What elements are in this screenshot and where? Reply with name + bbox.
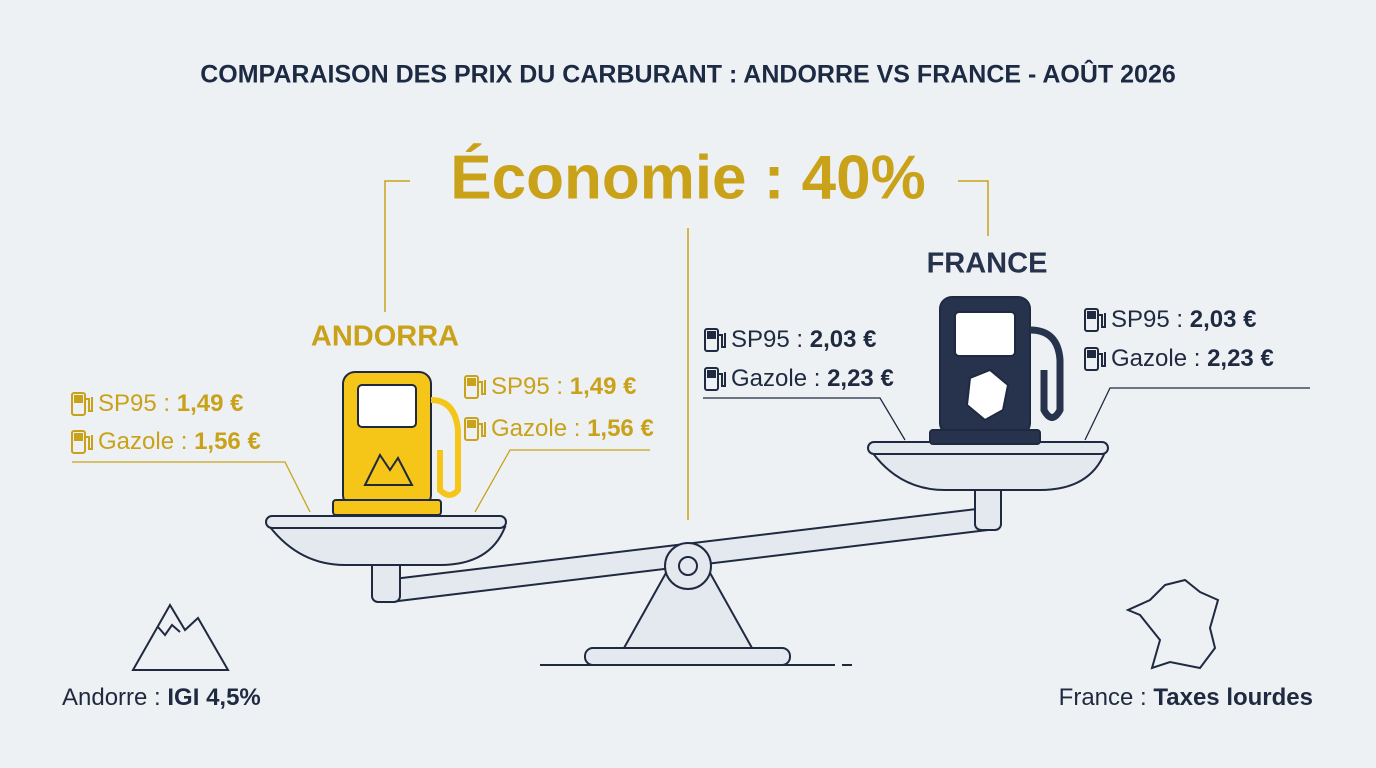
france-pump (929, 296, 1064, 445)
price-line: Gazole : 1,56 € (98, 428, 261, 455)
fuel-icon (1084, 308, 1106, 332)
icon-body (464, 375, 479, 399)
icon-hose (1098, 313, 1106, 328)
footer-value: IGI 4,5% (167, 684, 260, 711)
icon-body (71, 430, 86, 454)
icon-hose (478, 422, 486, 437)
footer-label: Andorre : (62, 684, 161, 711)
fuel-name: SP95 : (98, 390, 170, 417)
icon-screen (74, 433, 83, 441)
footer-value: Taxes lourdes (1153, 684, 1313, 711)
icon-hose (1098, 352, 1106, 367)
icon-hose (478, 380, 486, 395)
fuel-price: 1,56 € (587, 415, 654, 442)
fuel-icon (464, 375, 486, 399)
price-line: SP95 : 2,03 € (731, 326, 876, 353)
icon-screen (1087, 311, 1096, 319)
price-line: SP95 : 1,49 € (98, 390, 243, 417)
fuel-price: 1,49 € (570, 373, 637, 400)
fuel-icon (71, 392, 93, 416)
france-icon (1125, 578, 1220, 670)
icon-body (1084, 347, 1099, 371)
icon-body (1084, 308, 1099, 332)
footer-andorra: Andorre : IGI 4,5% (62, 684, 261, 711)
icon-body (71, 392, 86, 416)
icon-hose (85, 435, 93, 450)
fuel-price: 2,23 € (827, 365, 894, 392)
icon-body (704, 367, 719, 391)
mountain-icon (131, 603, 230, 671)
footer-label: France : (1059, 684, 1147, 711)
icon-screen (707, 331, 716, 339)
fuel-name: SP95 : (491, 373, 563, 400)
title: COMPARAISON DES PRIX DU CARBURANT : ANDO… (200, 59, 1176, 89)
icon-screen (467, 378, 476, 386)
fuel-icon (704, 328, 726, 352)
fuel-price: 1,56 € (194, 428, 261, 455)
icon-screen (1087, 350, 1096, 358)
footer-france: France : Taxes lourdes (1059, 684, 1313, 711)
price-line: SP95 : 2,03 € (1111, 306, 1256, 333)
fuel-icon (464, 417, 486, 441)
icon-screen (467, 420, 476, 428)
fuel-icon (71, 430, 93, 454)
icon-hose (85, 397, 93, 412)
fuel-icon (1084, 347, 1106, 371)
leaders (72, 387, 1310, 513)
fuel-name: Gazole : (98, 428, 187, 455)
fuel-icon (704, 367, 726, 391)
price-line: Gazole : 1,56 € (491, 415, 654, 442)
fuel-price: 2,23 € (1207, 345, 1274, 372)
fuel-name: SP95 : (731, 326, 803, 353)
headline: Économie : 40% (450, 143, 925, 212)
fuel-name: SP95 : (1111, 306, 1183, 333)
fuel-price: 1,49 € (177, 390, 244, 417)
andorra-label: ANDORRA (311, 321, 459, 353)
fuel-price: 2,03 € (810, 326, 877, 353)
icon-hose (718, 372, 726, 387)
fuel-name: Gazole : (731, 365, 820, 392)
fuel-price: 2,03 € (1190, 306, 1257, 333)
price-line: Gazole : 2,23 € (1111, 345, 1274, 372)
price-line: Gazole : 2,23 € (731, 365, 894, 392)
icon-screen (707, 370, 716, 378)
brackets (384, 180, 989, 520)
andorra-pump (332, 371, 461, 516)
fuel-name: Gazole : (1111, 345, 1200, 372)
fuel-name: Gazole : (491, 415, 580, 442)
icon-body (704, 328, 719, 352)
icon-body (464, 417, 479, 441)
france-label: FRANCE (927, 248, 1048, 280)
price-line: SP95 : 1,49 € (491, 373, 636, 400)
icon-hose (718, 333, 726, 348)
icon-screen (74, 395, 83, 403)
